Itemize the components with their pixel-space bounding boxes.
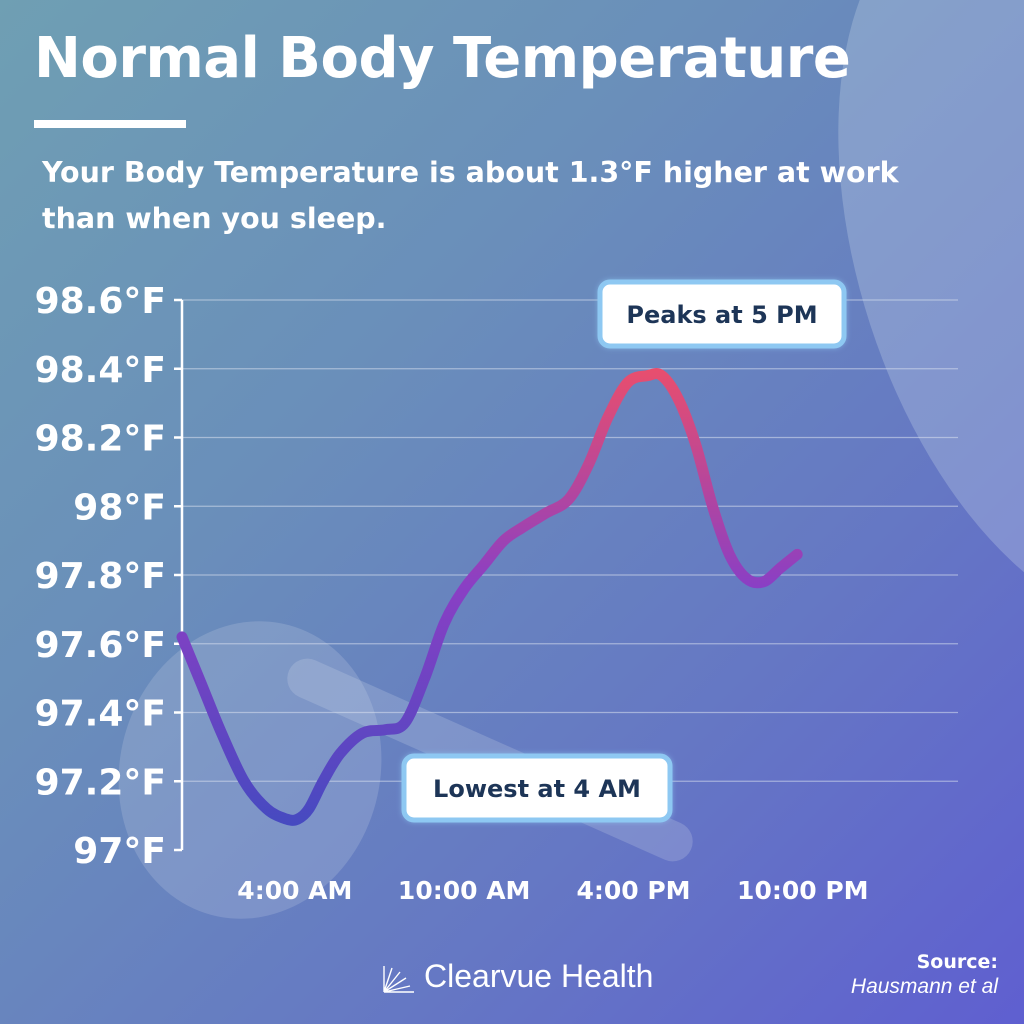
source-credit: Source: Hausmann et al bbox=[851, 950, 998, 1000]
y-tick-label: 97.8°F bbox=[35, 556, 166, 597]
background-shape bbox=[621, 0, 799, 15]
y-axis-ticks: 98.6°F 98.4°F 98.2°F 98°F 97.8°F 97.6°F 97.4°F… bbox=[35, 281, 182, 872]
x-tick-label: 10:00 AM bbox=[398, 876, 531, 905]
annotation-peak: Peaks at 5 PM bbox=[597, 279, 847, 349]
source-label: Source: bbox=[916, 951, 998, 973]
brand-logo: Clearvue Health bbox=[382, 958, 653, 995]
subtitle: Your Body Temperature is about 1.3°F hig… bbox=[42, 156, 899, 235]
logo-icon bbox=[383, 965, 414, 993]
temperature-line-chart: 98.6°F 98.4°F 98.2°F 98°F 97.8°F 97.6°F 97.4°F… bbox=[35, 279, 958, 905]
source-name: Hausmann et al bbox=[850, 975, 998, 998]
x-axis-ticks: 4:00 AM 10:00 AM 4:00 PM 10:00 PM bbox=[237, 876, 868, 905]
brand-name: Clearvue Health bbox=[424, 958, 654, 994]
series bbox=[176, 368, 803, 826]
y-tick-label: 98.4°F bbox=[35, 350, 166, 391]
annotations: Peaks at 5 PM Lowest at 4 AM bbox=[401, 279, 847, 823]
y-tick-label: 98°F bbox=[73, 487, 166, 528]
grid bbox=[182, 299, 958, 782]
y-tick-label: 97.6°F bbox=[35, 625, 166, 666]
y-tick-label: 98.2°F bbox=[35, 419, 166, 460]
annotation-text: Lowest at 4 AM bbox=[433, 775, 641, 803]
annotation-text: Peaks at 5 PM bbox=[626, 301, 817, 329]
y-tick-label: 98.6°F bbox=[35, 281, 166, 322]
x-tick-label: 10:00 PM bbox=[737, 876, 868, 905]
page-title: Normal Body Temperature bbox=[34, 26, 851, 91]
title-underline bbox=[34, 120, 186, 128]
x-tick-label: 4:00 AM bbox=[237, 876, 352, 905]
y-tick-label: 97°F bbox=[73, 831, 166, 872]
temperature-line bbox=[176, 368, 803, 826]
annotation-box bbox=[597, 279, 847, 349]
y-tick-label: 97.2°F bbox=[35, 762, 166, 803]
y-tick-label: 97.4°F bbox=[35, 694, 166, 735]
annotation-lowest: Lowest at 4 AM bbox=[401, 753, 673, 823]
annotation-box bbox=[401, 753, 673, 823]
x-tick-label: 4:00 PM bbox=[576, 876, 690, 905]
